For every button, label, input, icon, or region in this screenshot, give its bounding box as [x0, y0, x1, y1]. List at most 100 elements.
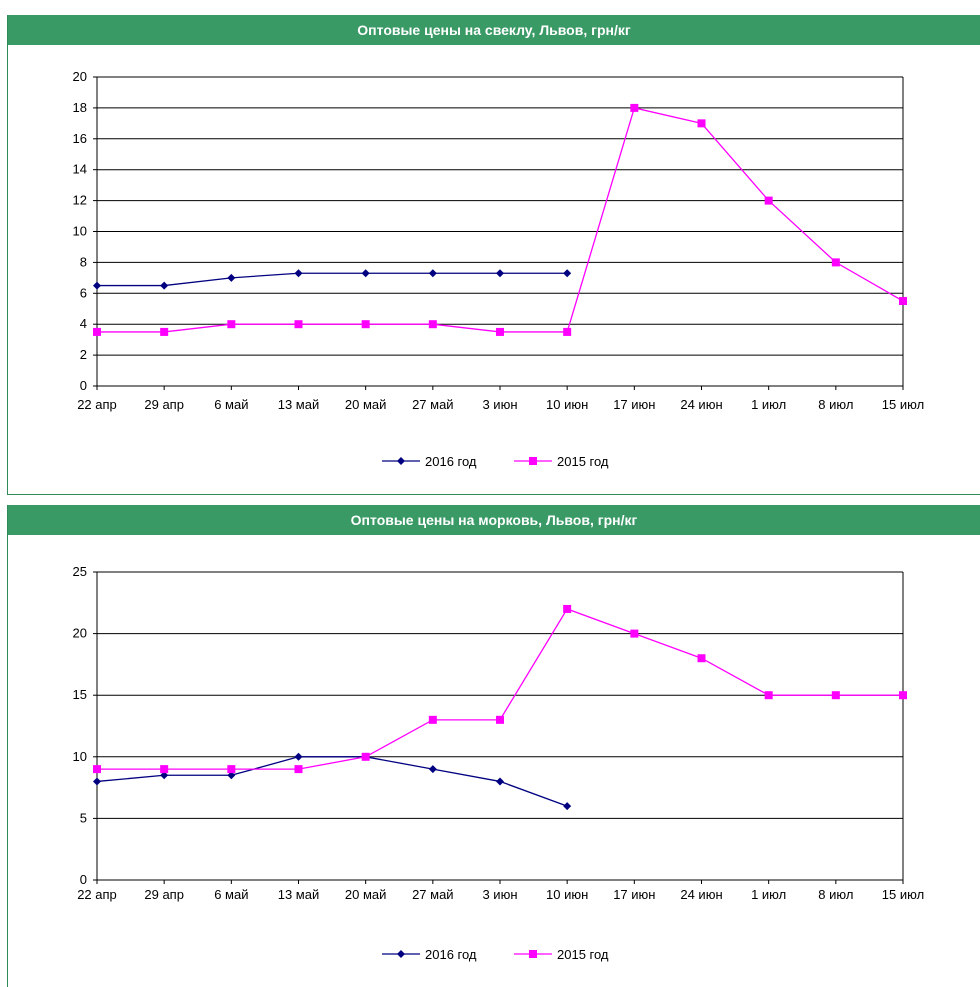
line-chart-carrot: 0 5 10 15 20 25 22 апр 29 апр 6 май 13 май 20 май 2… — [73, 564, 925, 962]
data-point-2015 — [630, 103, 639, 112]
data-point-2015 — [496, 327, 504, 336]
y-tick-label: 10 — [73, 749, 87, 764]
y-tick-label: 18 — [73, 100, 87, 115]
y-tick-label: 0 — [80, 872, 87, 887]
data-point-2015 — [764, 196, 773, 205]
data-point-2015 — [227, 765, 236, 774]
data-point-2016 — [563, 269, 572, 278]
y-tick-label: 0 — [80, 378, 87, 393]
data-point-2015 — [630, 629, 639, 638]
y-tick-label: 6 — [80, 285, 87, 300]
x-tick-label: 15 июл — [882, 397, 924, 412]
data-point-2015 — [160, 327, 169, 336]
x-tick-label: 13 май — [278, 887, 320, 902]
x-tick-label: 22 апр — [77, 887, 117, 902]
legend-marker — [397, 950, 405, 958]
data-point-2016 — [160, 771, 169, 780]
panel-border — [8, 494, 980, 495]
x-tick-label: 1 июл — [751, 887, 786, 902]
x-tick-label: 6 май — [214, 887, 248, 902]
data-point-2016 — [294, 269, 303, 278]
x-tick-label: 15 июл — [882, 887, 924, 902]
data-point-2016 — [496, 777, 504, 786]
data-point-2015 — [563, 327, 572, 336]
data-point-2015 — [160, 765, 169, 774]
data-point-2016 — [160, 281, 169, 290]
y-tick-label: 16 — [73, 131, 87, 146]
chart-header: Оптовые цены на свеклу, Львов, грн/кг — [8, 15, 980, 45]
data-point-2015 — [294, 320, 303, 329]
x-tick-label: 24 июн — [680, 397, 722, 412]
data-point-2015 — [697, 654, 706, 663]
y-tick-label: 12 — [73, 193, 87, 208]
y-tick-label: 20 — [73, 69, 87, 84]
data-point-2015 — [899, 297, 907, 306]
data-point-2015 — [496, 715, 504, 724]
series-line-2016 — [97, 272, 568, 287]
x-tick-label: 29 апр — [144, 887, 184, 902]
legend-label: 2015 год — [557, 454, 609, 469]
y-tick-label: 4 — [80, 316, 87, 331]
data-point-2016 — [563, 802, 572, 811]
data-point-2015 — [93, 765, 101, 774]
x-tick-label: 3 июн — [482, 887, 517, 902]
x-tick-label: 17 июн — [613, 397, 655, 412]
data-point-2015 — [697, 119, 706, 128]
x-tick-label: 22 апр — [77, 397, 117, 412]
data-point-2015 — [428, 715, 437, 724]
chart-panel-beet: Оптовые цены на свеклу, Львов, грн/кг 0 2… — [7, 15, 980, 495]
x-tick-label: 24 июн — [680, 887, 722, 902]
data-point-2016 — [428, 269, 437, 278]
y-tick-label: 2 — [80, 347, 87, 362]
x-tick-label: 27 май — [412, 887, 454, 902]
x-tick-label: 6 май — [214, 397, 248, 412]
y-tick-label: 14 — [73, 162, 87, 177]
data-point-2016 — [496, 269, 504, 278]
y-tick-label: 8 — [80, 254, 87, 269]
series-line-2015 — [97, 107, 904, 333]
data-point-2015 — [361, 320, 370, 329]
chart-panel-carrot: Оптовые цены на морковь, Львов, грн/кг 0… — [7, 505, 980, 987]
legend-marker — [397, 457, 405, 465]
x-tick-label: 27 май — [412, 397, 454, 412]
legend-label: 2016 год — [425, 454, 477, 469]
y-tick-label: 20 — [73, 626, 87, 641]
x-tick-label: 1 июл — [751, 397, 786, 412]
data-point-2015 — [831, 691, 840, 700]
data-point-2015 — [563, 604, 572, 613]
x-tick-label: 20 май — [345, 397, 387, 412]
legend-label: 2016 год — [425, 947, 477, 962]
y-tick-label: 5 — [80, 810, 87, 825]
series-line-2015 — [97, 608, 903, 770]
data-point-2016 — [227, 273, 236, 282]
data-point-2015 — [93, 327, 101, 336]
x-tick-label: 8 июл — [818, 397, 853, 412]
data-point-2016 — [294, 752, 303, 761]
data-point-2015 — [227, 320, 236, 329]
line-chart-beet: 0 2 4 6 8 10 12 14 16 18 20 22 апр 29 апр 6 май 13 май… — [73, 69, 925, 469]
data-point-2015 — [428, 320, 437, 329]
y-tick-label: 25 — [73, 564, 87, 579]
x-tick-label: 17 июн — [613, 887, 655, 902]
x-tick-label: 29 апр — [144, 397, 184, 412]
legend-marker — [529, 457, 537, 465]
data-point-2015 — [764, 691, 773, 700]
data-point-2015 — [361, 752, 370, 761]
data-point-2016 — [93, 281, 101, 290]
y-tick-label: 15 — [73, 687, 87, 702]
data-point-2015 — [294, 765, 303, 774]
x-tick-label: 13 май — [278, 397, 320, 412]
data-point-2016 — [227, 771, 236, 780]
series-line-2016 — [96, 756, 568, 807]
x-tick-label: 3 июн — [482, 397, 517, 412]
data-point-2016 — [428, 765, 437, 774]
x-tick-label: 20 май — [345, 887, 387, 902]
data-point-2016 — [361, 269, 370, 278]
legend-marker — [529, 950, 537, 958]
data-point-2015 — [899, 691, 907, 700]
legend-label: 2015 год — [557, 947, 609, 962]
data-point-2015 — [831, 258, 840, 267]
chart-header: Оптовые цены на морковь, Львов, грн/кг — [8, 505, 980, 535]
data-point-2016 — [93, 777, 101, 786]
x-tick-label: 8 июл — [818, 887, 853, 902]
